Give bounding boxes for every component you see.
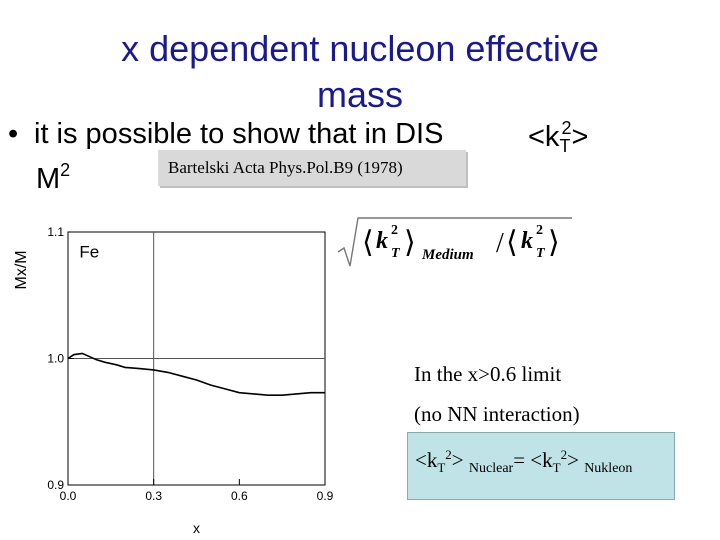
x-tick-label: 0.0	[60, 489, 77, 503]
formula-k1: k	[376, 228, 388, 254]
bullet-text: it is possible to show that in DIS	[34, 118, 444, 150]
formula-sq2: 2	[536, 223, 543, 238]
title-line-1: x dependent nucleon effective	[121, 28, 599, 69]
x-tick-label: 0.9	[317, 489, 334, 503]
formula-medium: Medium	[421, 247, 474, 263]
close-angle-2: ⟩	[548, 225, 560, 260]
y-tick-label: 1.0	[47, 352, 64, 366]
y-axis-ticks: 0.9 1.0 1.1	[47, 225, 74, 492]
eq-nuclear: Nuclear	[468, 461, 514, 477]
x-axis-ticks: 0.0 0.3 0.6 0.9	[60, 479, 334, 503]
x-axis-label: x	[193, 520, 200, 536]
eq-t1: T	[437, 460, 446, 476]
eq-part2: >	[451, 448, 469, 472]
kt-sub: T	[559, 136, 571, 156]
bullet-line: • it is possible to show that in DIS	[8, 118, 443, 151]
eq-part3: >	[567, 448, 585, 472]
sqrt-sign-icon	[337, 217, 572, 267]
eq-equals: = <k	[513, 448, 553, 472]
m2-exp: 2	[60, 160, 71, 180]
reference-box: Bartelski Acta Phys.Pol.B9 (1978)	[158, 150, 466, 186]
kt-sup: 2	[561, 118, 572, 138]
eq-nukleon: Nukleon	[584, 461, 633, 477]
eq-sq1: 2	[445, 447, 452, 462]
m2-symbol: M2	[36, 160, 70, 196]
kt-close: >	[571, 121, 589, 153]
x-tick-label: 0.6	[231, 489, 248, 503]
eq-part1: <k	[415, 448, 438, 472]
sqrt-ratio-formula: ⟨ k 2 T ⟩ Medium / ⟨ k 2 T ⟩	[337, 217, 572, 267]
equation-box: <kT2> Nuclear= <kT2> Nukleon	[407, 432, 675, 500]
formula-k2: k	[521, 228, 533, 254]
y-tick-label: 0.9	[47, 478, 64, 492]
slide-title: x dependent nucleon effective mass	[60, 26, 660, 118]
note-limit: In the x>0.6 limit	[414, 362, 562, 386]
formula-sq1: 2	[391, 223, 398, 238]
x-tick-label: 0.3	[145, 489, 162, 503]
formula-t2: T	[536, 246, 546, 261]
eq-sq2: 2	[560, 447, 568, 462]
chart-annotation: Fe	[79, 242, 99, 261]
open-angle-1: ⟨	[362, 225, 374, 260]
formula-slash: /	[496, 228, 504, 259]
y-axis-label: Mx/M	[13, 250, 30, 289]
mx-over-m-chart: 0.0 0.3 0.6 0.9 0.9 1.0 1.1 Fe x Mx/M	[13, 225, 334, 536]
note-no-interaction: (no NN interaction)	[414, 402, 580, 426]
kt-open: <k	[528, 121, 560, 153]
close-angle-1: ⟩	[404, 225, 416, 260]
series-line-fe	[67, 352, 325, 396]
eq-t2: T	[552, 460, 561, 476]
formula-t1: T	[391, 246, 401, 261]
title-line-2: mass	[316, 74, 403, 115]
bullet-icon: •	[8, 118, 19, 150]
kt-symbol: <kT2>	[528, 118, 588, 157]
y-tick-label: 1.1	[47, 225, 64, 239]
open-angle-2: ⟨	[506, 225, 518, 260]
m2-base: M	[36, 163, 61, 195]
